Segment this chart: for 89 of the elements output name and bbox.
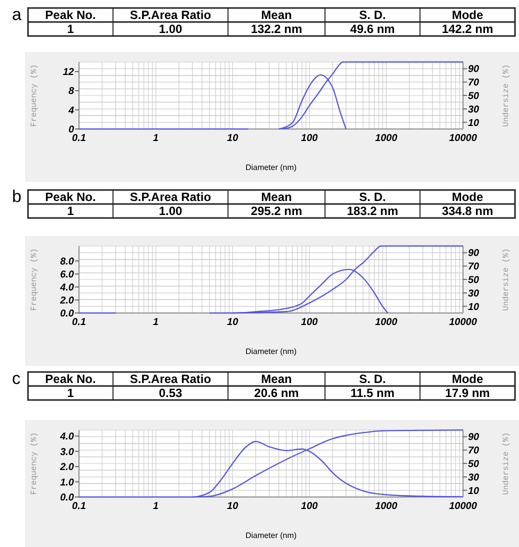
y2-tick-label: 90 bbox=[468, 64, 480, 76]
y2-tick-label: 30 bbox=[468, 288, 480, 300]
text: 17.9 nm bbox=[445, 386, 490, 400]
y2-axis-title: Undersize (%) bbox=[502, 64, 511, 127]
text: 142.2 nm bbox=[442, 22, 494, 36]
y2-axis-title: Undersize (%) bbox=[502, 432, 511, 495]
text: 1 bbox=[67, 204, 74, 218]
y2-tick-label: 70 bbox=[468, 78, 480, 89]
y-tick-label: 4 bbox=[67, 105, 74, 116]
y2-tick-label: 30 bbox=[468, 104, 480, 116]
text: Mean bbox=[261, 8, 292, 22]
y-tick-label: 8 bbox=[68, 86, 74, 98]
y-tick-label: 2.0 bbox=[59, 462, 74, 474]
x-tick-label: 1 bbox=[153, 317, 160, 328]
y2-tick-label: 30 bbox=[468, 472, 480, 484]
y-tick-label: 4.0 bbox=[59, 282, 74, 294]
y-tick-label: 12 bbox=[62, 67, 74, 78]
y2-tick-label: 10 bbox=[468, 118, 480, 129]
y2-tick-label: 70 bbox=[468, 446, 480, 457]
text: S.P.Area Ratio bbox=[130, 8, 212, 22]
x-tick-label: 1000 bbox=[375, 501, 398, 512]
y-tick-label: 4.0 bbox=[59, 432, 74, 443]
y2-tick-label: 50 bbox=[468, 275, 480, 286]
x-tick-label: 1 bbox=[153, 501, 160, 512]
text: S.P.Area Ratio bbox=[130, 190, 212, 204]
text: S. D. bbox=[359, 190, 386, 204]
text: Peak No. bbox=[45, 8, 96, 22]
y-tick-label: 0.0 bbox=[60, 308, 74, 320]
x-tick-label: 1 bbox=[153, 133, 160, 144]
y2-axis-title: Undersize (%) bbox=[502, 248, 511, 311]
y-tick-label: 8.0 bbox=[60, 256, 74, 268]
y-axis-title: Frequency (%) bbox=[30, 64, 39, 127]
y-tick-label: 3.0 bbox=[60, 446, 74, 458]
y2-tick-label: 50 bbox=[468, 459, 480, 470]
x-axis-title: Diameter (nm) bbox=[245, 531, 297, 540]
y-tick-label: 0 bbox=[68, 124, 74, 136]
text: Mode bbox=[452, 190, 484, 204]
text: Mean bbox=[261, 372, 292, 386]
y2-tick-label: 70 bbox=[468, 262, 480, 273]
x-tick-label: 10000 bbox=[449, 501, 478, 512]
x-tick-label: 1000 bbox=[375, 133, 398, 144]
x-tick-label: 1000 bbox=[375, 317, 398, 328]
text: 11.5 nm bbox=[350, 386, 395, 400]
y-axis-title: Frequency (%) bbox=[30, 432, 39, 495]
y2-tick-label: 10 bbox=[468, 302, 480, 313]
text: 183.2 nm bbox=[346, 204, 398, 218]
x-tick-label: 100 bbox=[301, 133, 318, 144]
x-tick-label: 10 bbox=[227, 501, 239, 512]
y-tick-label: 0.0 bbox=[60, 492, 74, 504]
y2-tick-label: 90 bbox=[468, 248, 480, 260]
x-tick-label: 10000 bbox=[449, 317, 478, 328]
x-tick-label: 10000 bbox=[449, 133, 478, 144]
x-axis-title: Diameter (nm) bbox=[245, 163, 297, 172]
text: Mode bbox=[452, 8, 484, 22]
text: 1 bbox=[67, 22, 74, 36]
text: Peak No. bbox=[45, 372, 96, 386]
x-tick-label: 100 bbox=[301, 501, 318, 512]
x-tick-label: 0.1 bbox=[72, 133, 86, 144]
y2-tick-label: 90 bbox=[468, 432, 480, 444]
text: 334.8 nm bbox=[442, 204, 494, 218]
text: 1.00 bbox=[158, 204, 182, 218]
text: 132.2 nm bbox=[250, 22, 302, 36]
y2-tick-label: 50 bbox=[468, 91, 480, 102]
text: 49.6 nm bbox=[350, 22, 395, 36]
text: 295.2 nm bbox=[250, 204, 302, 218]
text: 20.6 nm bbox=[254, 386, 299, 400]
text: Peak No. bbox=[45, 190, 96, 204]
text: Mean bbox=[261, 190, 292, 204]
text: S. D. bbox=[359, 372, 386, 386]
text: 0.53 bbox=[158, 386, 182, 400]
y-tick-label: 2.0 bbox=[59, 295, 74, 306]
x-tick-label: 0.1 bbox=[72, 501, 86, 512]
text: c bbox=[12, 369, 21, 388]
text: a bbox=[12, 5, 22, 24]
text: 1 bbox=[67, 386, 74, 400]
y-tick-label: 1.0 bbox=[60, 477, 74, 488]
x-tick-label: 0.1 bbox=[72, 317, 86, 328]
y-axis-title: Frequency (%) bbox=[30, 248, 39, 311]
text: S. D. bbox=[359, 8, 386, 22]
y-tick-label: 6.0 bbox=[60, 269, 74, 280]
text: b bbox=[12, 187, 22, 206]
x-tick-label: 100 bbox=[301, 317, 318, 328]
x-tick-label: 10 bbox=[227, 317, 239, 328]
y2-tick-label: 10 bbox=[468, 486, 480, 497]
text: S.P.Area Ratio bbox=[130, 372, 212, 386]
text: 1.00 bbox=[158, 22, 182, 36]
x-tick-label: 10 bbox=[227, 133, 239, 144]
text: Mode bbox=[452, 372, 484, 386]
x-axis-title: Diameter (nm) bbox=[245, 347, 297, 356]
